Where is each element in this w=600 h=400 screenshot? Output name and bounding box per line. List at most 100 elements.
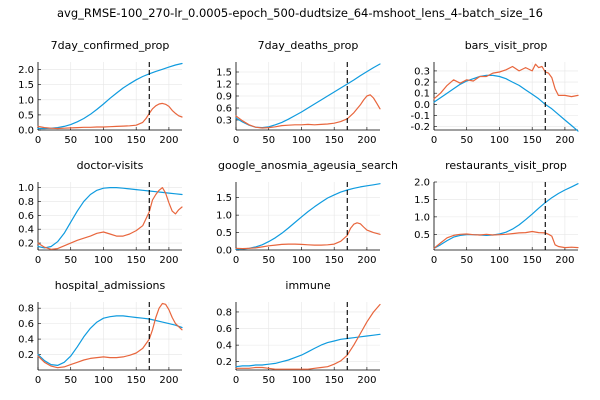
x-tick-label: 0 bbox=[233, 135, 239, 146]
x-tick-label: 50 bbox=[262, 135, 275, 146]
series-line-1 bbox=[37, 315, 183, 366]
y-tick-label: 0.2 bbox=[18, 239, 34, 250]
panel-title: hospital_admissions bbox=[55, 279, 166, 292]
y-tick-label: 0.0 bbox=[414, 100, 430, 111]
x-tick-label: 50 bbox=[262, 375, 275, 386]
x-tick-label: 50 bbox=[64, 135, 77, 146]
panel-6: restaurants_visit_prop 0 50 100 150 200 0.5 1.0… bbox=[414, 159, 579, 266]
y-tick-label: 2.0 bbox=[414, 178, 430, 189]
y-tick-label: 1.5 bbox=[216, 68, 232, 79]
x-tick-label: 100 bbox=[94, 255, 113, 266]
x-tick-label: 0 bbox=[431, 255, 437, 266]
x-tick-label: 150 bbox=[325, 255, 344, 266]
y-tick-label: 2.0 bbox=[18, 65, 34, 76]
y-tick-label: 0.5 bbox=[18, 110, 34, 121]
y-tick-label: 1.5 bbox=[414, 195, 430, 206]
series-line-1 bbox=[37, 62, 183, 130]
panel-4: doctor-visits 0 50 100 150 200 0.2 0.4 0.6 0.8 1.0 bbox=[18, 159, 183, 266]
x-tick-label: 0 bbox=[35, 135, 41, 146]
y-tick-label: 0.9 bbox=[216, 92, 232, 103]
x-tick-label: 0 bbox=[431, 135, 437, 146]
x-tick-label: 100 bbox=[94, 375, 113, 386]
panel-2: 7day_deaths_prop 0 50 100 150 200 0.30.60.91.2… bbox=[216, 39, 381, 146]
series-line-2 bbox=[235, 303, 381, 370]
series-line-1 bbox=[433, 183, 579, 249]
x-tick-label: 100 bbox=[490, 135, 509, 146]
panel-title: 7day_deaths_prop bbox=[258, 39, 359, 52]
series-line-1 bbox=[235, 183, 381, 250]
x-tick-label: 150 bbox=[127, 375, 146, 386]
y-tick-label: 0.0 bbox=[18, 126, 34, 137]
y-tick-label: 0.6 bbox=[18, 319, 34, 330]
panel-8: immune 0 50 100 150 200 0.2 0.4 0.6 0.8 bbox=[216, 279, 381, 386]
y-tick-label: 0.5 bbox=[414, 230, 430, 241]
y-tick-label: 1.0 bbox=[414, 212, 430, 223]
panel-1: 7day_confirmed_prop 0 50 100 150 200 0.0 0.5 1.0… bbox=[18, 39, 183, 146]
y-tick-label: 0.1 bbox=[414, 89, 430, 100]
y-tick-label: 0.8 bbox=[18, 197, 34, 208]
y-tick-label: 1.0 bbox=[216, 211, 232, 222]
x-tick-label: 0 bbox=[233, 255, 239, 266]
panel-5: google_anosmia_ageusia_search 0 50 100 150 20… bbox=[216, 159, 398, 266]
panel-title: doctor-visits bbox=[77, 159, 144, 172]
y-tick-label: 0.4 bbox=[18, 225, 34, 236]
y-tick-label: 0.3 bbox=[216, 116, 232, 127]
y-tick-label: 0.4 bbox=[18, 335, 34, 346]
series-line-1 bbox=[37, 187, 183, 249]
panel-title: restaurants_visit_prop bbox=[445, 159, 567, 172]
panel-title: google_anosmia_ageusia_search bbox=[218, 159, 398, 172]
y-tick-label: 1.5 bbox=[18, 80, 34, 91]
figure-title: avg_RMSE-100_270-lr_0.0005-epoch_500-dud… bbox=[57, 6, 543, 20]
y-tick-label: 0.6 bbox=[18, 211, 34, 222]
x-tick-label: 150 bbox=[127, 255, 146, 266]
panel-7: hospital_admissions 0 50 100 150 200 0.2 0.4 0.6… bbox=[18, 279, 183, 386]
y-tick-label: 1.0 bbox=[18, 183, 34, 194]
x-tick-label: 100 bbox=[292, 255, 311, 266]
x-tick-label: 50 bbox=[64, 255, 77, 266]
x-tick-label: 100 bbox=[94, 135, 113, 146]
y-tick-label: 0.3 bbox=[414, 66, 430, 77]
x-tick-label: 200 bbox=[357, 135, 376, 146]
series-line-2 bbox=[433, 230, 579, 249]
y-tick-label: 0.6 bbox=[216, 104, 232, 115]
x-tick-label: 150 bbox=[127, 135, 146, 146]
y-tick-label: 0.5 bbox=[216, 228, 232, 239]
y-tick-label: 0.6 bbox=[216, 324, 232, 335]
series-line-2 bbox=[235, 222, 381, 250]
x-tick-label: 200 bbox=[357, 255, 376, 266]
series-line-1 bbox=[235, 333, 381, 368]
x-tick-label: 100 bbox=[490, 255, 509, 266]
x-tick-label: 50 bbox=[64, 375, 77, 386]
series-line-2 bbox=[433, 63, 579, 100]
x-tick-label: 200 bbox=[159, 135, 178, 146]
x-tick-label: 200 bbox=[555, 135, 574, 146]
y-tick-label: 0.2 bbox=[414, 78, 430, 89]
x-tick-label: 200 bbox=[555, 255, 574, 266]
panel-title: immune bbox=[285, 279, 330, 292]
y-tick-label: 0.8 bbox=[18, 304, 34, 315]
series-line-2 bbox=[37, 102, 183, 130]
series-line-2 bbox=[235, 94, 381, 129]
x-tick-label: 200 bbox=[159, 255, 178, 266]
y-tick-label: 0.8 bbox=[216, 307, 232, 318]
x-tick-label: 150 bbox=[523, 255, 542, 266]
panel-title: 7day_confirmed_prop bbox=[51, 39, 170, 52]
x-tick-label: 200 bbox=[159, 375, 178, 386]
y-tick-label: -0.1 bbox=[410, 111, 430, 122]
x-tick-label: 0 bbox=[35, 375, 41, 386]
y-tick-label: 1.2 bbox=[216, 80, 232, 91]
series-line-2 bbox=[37, 187, 183, 250]
x-tick-label: 200 bbox=[357, 375, 376, 386]
series-line-1 bbox=[433, 74, 579, 132]
x-tick-label: 150 bbox=[325, 135, 344, 146]
y-tick-label: 0.2 bbox=[18, 350, 34, 361]
y-tick-label: 1.0 bbox=[18, 95, 34, 106]
x-tick-label: 100 bbox=[292, 135, 311, 146]
series-line-2 bbox=[37, 302, 183, 369]
y-tick-label: 0.2 bbox=[216, 357, 232, 368]
x-tick-label: 150 bbox=[523, 135, 542, 146]
y-tick-label: 1.5 bbox=[216, 193, 232, 204]
y-tick-label: 0.0 bbox=[216, 246, 232, 257]
